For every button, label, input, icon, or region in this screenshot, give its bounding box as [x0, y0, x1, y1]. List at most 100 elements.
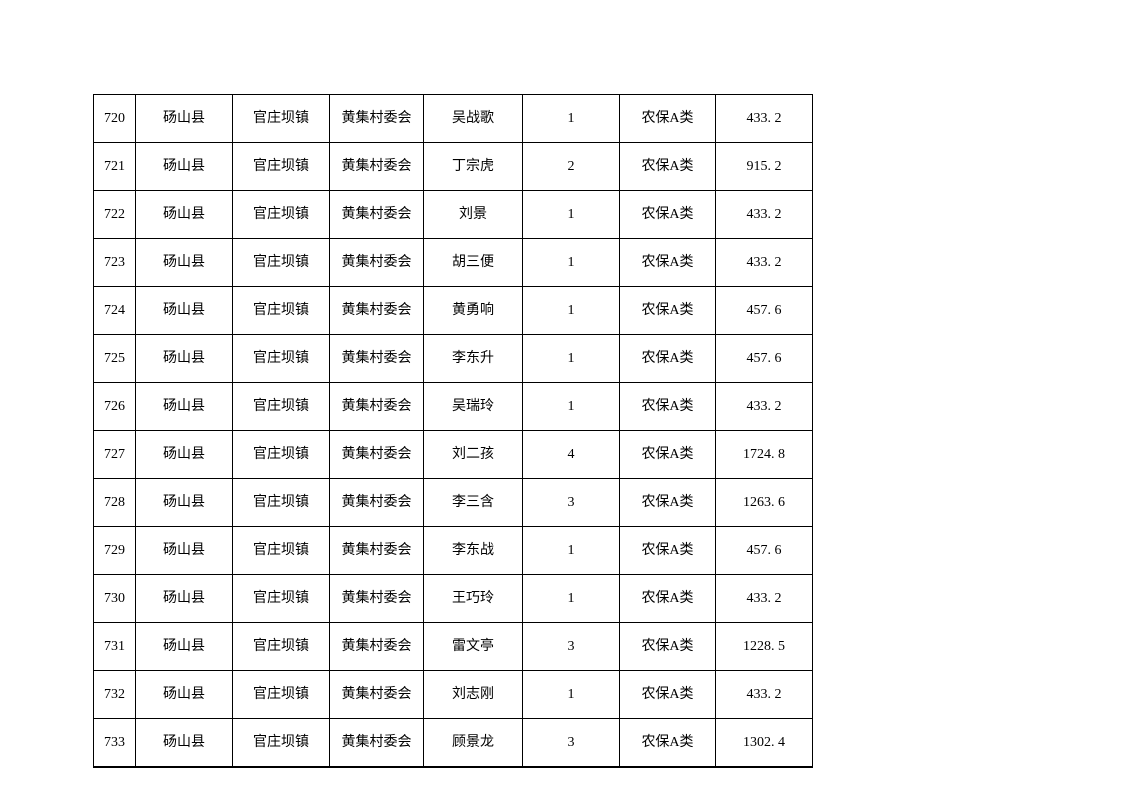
cell-town: 官庄坝镇 [232, 190, 330, 239]
cell-village: 黄集村委会 [329, 718, 424, 768]
cell-row-no: 728 [93, 478, 136, 527]
cell-village: 黄集村委会 [329, 286, 424, 335]
table-row: 727 砀山县 官庄坝镇 黄集村委会 刘二孩 4 农保A类 1724. 8 [93, 430, 813, 479]
cell-category: 农保A类 [619, 142, 716, 191]
cell-person-name: 王巧玲 [423, 574, 523, 623]
cell-row-no: 727 [93, 430, 136, 479]
table-row: 731 砀山县 官庄坝镇 黄集村委会 雷文亭 3 农保A类 1228. 5 [93, 622, 813, 671]
cell-person-name: 黄勇响 [423, 286, 523, 335]
cell-headcount: 1 [522, 334, 620, 383]
cell-village: 黄集村委会 [329, 238, 424, 287]
cell-headcount: 2 [522, 142, 620, 191]
pension-benefit-table: 720 砀山县 官庄坝镇 黄集村委会 吴战歌 1 农保A类 433. 2 721 砀山县 官庄坝镇黄… [93, 94, 813, 768]
cell-village: 黄集村委会 [329, 478, 424, 527]
cell-county: 砀山县 [135, 238, 233, 287]
cell-county: 砀山县 [135, 334, 233, 383]
cell-town: 官庄坝镇 [232, 622, 330, 671]
cell-village: 黄集村委会 [329, 190, 424, 239]
cell-headcount: 1 [522, 94, 620, 143]
cell-category: 农保A类 [619, 382, 716, 431]
cell-town: 官庄坝镇 [232, 670, 330, 719]
cell-amount: 457. 6 [715, 334, 813, 383]
table-row: 725 砀山县 官庄坝镇 黄集村委会 李东升 1 农保A类 457. 6 [93, 334, 813, 383]
table-row: 724 砀山县 官庄坝镇 黄集村委会 黄勇响 1 农保A类 457. 6 [93, 286, 813, 335]
table-row: 722 砀山县 官庄坝镇 黄集村委会 刘景 1 农保A类 433. 2 [93, 190, 813, 239]
table-row: 732 砀山县 官庄坝镇 黄集村委会 刘志刚 1 农保A类 433. 2 [93, 670, 813, 719]
cell-person-name: 李东升 [423, 334, 523, 383]
cell-amount: 1263. 6 [715, 478, 813, 527]
cell-category: 农保A类 [619, 94, 716, 143]
cell-town: 官庄坝镇 [232, 94, 330, 143]
cell-village: 黄集村委会 [329, 94, 424, 143]
cell-town: 官庄坝镇 [232, 286, 330, 335]
cell-person-name: 李三含 [423, 478, 523, 527]
cell-category: 农保A类 [619, 238, 716, 287]
cell-person-name: 刘二孩 [423, 430, 523, 479]
cell-village: 黄集村委会 [329, 334, 424, 383]
cell-headcount: 4 [522, 430, 620, 479]
cell-amount: 433. 2 [715, 670, 813, 719]
cell-amount: 433. 2 [715, 574, 813, 623]
cell-person-name: 雷文亭 [423, 622, 523, 671]
cell-county: 砀山县 [135, 190, 233, 239]
cell-row-no: 731 [93, 622, 136, 671]
cell-amount: 1228. 5 [715, 622, 813, 671]
cell-amount: 433. 2 [715, 382, 813, 431]
cell-headcount: 1 [522, 190, 620, 239]
cell-village: 黄集村委会 [329, 574, 424, 623]
cell-town: 官庄坝镇 [232, 478, 330, 527]
cell-village: 黄集村委会 [329, 670, 424, 719]
cell-row-no: 732 [93, 670, 136, 719]
cell-row-no: 722 [93, 190, 136, 239]
cell-person-name: 胡三便 [423, 238, 523, 287]
cell-county: 砀山县 [135, 94, 233, 143]
cell-row-no: 721 [93, 142, 136, 191]
cell-row-no: 724 [93, 286, 136, 335]
cell-county: 砀山县 [135, 478, 233, 527]
cell-village: 黄集村委会 [329, 142, 424, 191]
cell-headcount: 1 [522, 526, 620, 575]
cell-person-name: 吴瑞玲 [423, 382, 523, 431]
cell-category: 农保A类 [619, 622, 716, 671]
cell-town: 官庄坝镇 [232, 718, 330, 768]
table-row: 723 砀山县 官庄坝镇 黄集村委会 胡三便 1 农保A类 433. 2 [93, 238, 813, 287]
cell-county: 砀山县 [135, 526, 233, 575]
cell-amount: 433. 2 [715, 190, 813, 239]
cell-county: 砀山县 [135, 574, 233, 623]
cell-category: 农保A类 [619, 334, 716, 383]
cell-county: 砀山县 [135, 718, 233, 768]
table-row: 721 砀山县 官庄坝镇 黄集村委会 丁宗虎 2 农保A类 915. 2 [93, 142, 813, 191]
cell-headcount: 3 [522, 622, 620, 671]
cell-town: 官庄坝镇 [232, 382, 330, 431]
cell-amount: 457. 6 [715, 526, 813, 575]
cell-town: 官庄坝镇 [232, 238, 330, 287]
cell-amount: 915. 2 [715, 142, 813, 191]
cell-person-name: 李东战 [423, 526, 523, 575]
cell-row-no: 725 [93, 334, 136, 383]
cell-category: 农保A类 [619, 526, 716, 575]
cell-county: 砀山县 [135, 142, 233, 191]
table-row: 728 砀山县 官庄坝镇 黄集村委会 李三含 3 农保A类 1263. 6 [93, 478, 813, 527]
cell-category: 农保A类 [619, 574, 716, 623]
cell-village: 黄集村委会 [329, 622, 424, 671]
cell-county: 砀山县 [135, 430, 233, 479]
cell-category: 农保A类 [619, 286, 716, 335]
cell-amount: 433. 2 [715, 94, 813, 143]
cell-row-no: 726 [93, 382, 136, 431]
table-body: 720 砀山县 官庄坝镇 黄集村委会 吴战歌 1 农保A类 433. 2 721 砀山县 官庄坝镇黄… [93, 94, 813, 768]
table-row: 729 砀山县 官庄坝镇 黄集村委会 李东战 1 农保A类 457. 6 [93, 526, 813, 575]
cell-village: 黄集村委会 [329, 430, 424, 479]
cell-person-name: 吴战歌 [423, 94, 523, 143]
cell-row-no: 720 [93, 94, 136, 143]
cell-village: 黄集村委会 [329, 526, 424, 575]
cell-town: 官庄坝镇 [232, 142, 330, 191]
cell-amount: 1302. 4 [715, 718, 813, 768]
cell-town: 官庄坝镇 [232, 430, 330, 479]
cell-amount: 1724. 8 [715, 430, 813, 479]
cell-headcount: 1 [522, 574, 620, 623]
cell-headcount: 1 [522, 238, 620, 287]
table-row: 726 砀山县 官庄坝镇 黄集村委会 吴瑞玲 1 农保A类 433. 2 [93, 382, 813, 431]
cell-headcount: 1 [522, 382, 620, 431]
cell-row-no: 730 [93, 574, 136, 623]
cell-person-name: 刘志刚 [423, 670, 523, 719]
